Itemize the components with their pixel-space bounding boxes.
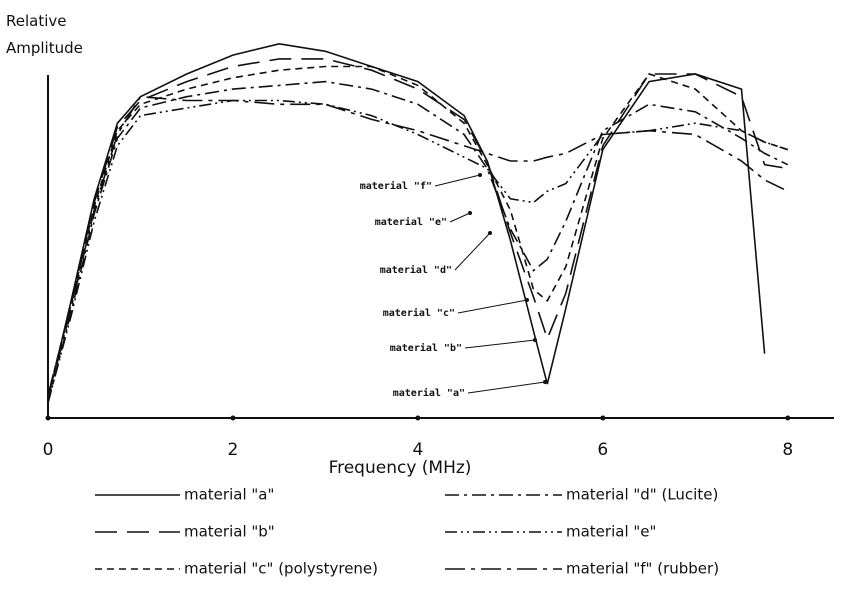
x-tick-label: 8 bbox=[782, 440, 793, 460]
annotation-pointer bbox=[449, 212, 471, 223]
series-line bbox=[47, 80, 789, 404]
annotation-pointer bbox=[467, 381, 546, 394]
annotation: material "b" bbox=[390, 342, 462, 354]
x-tick-label: 2 bbox=[228, 440, 239, 460]
tick-mark bbox=[600, 415, 606, 421]
annotation-dot bbox=[525, 298, 529, 302]
y-axis-label: Relative Amplitude bbox=[6, 12, 83, 57]
x-tick-label: 6 bbox=[597, 440, 608, 460]
annotation-pointer bbox=[454, 232, 491, 271]
annotation-pointer bbox=[434, 174, 481, 187]
annotation: material "e" bbox=[375, 216, 447, 228]
x-tick-label: 4 bbox=[412, 440, 423, 460]
annotation: material "f" bbox=[360, 180, 432, 192]
annotation-pointer bbox=[464, 339, 536, 349]
series-line bbox=[47, 65, 789, 396]
tick-mark bbox=[785, 415, 791, 421]
annotation-dot bbox=[533, 338, 537, 342]
legend-label: material "e" bbox=[566, 523, 656, 541]
annotation: material "a" bbox=[393, 387, 465, 399]
legend-label: material "a" bbox=[184, 486, 274, 504]
annotation-pointer bbox=[457, 299, 528, 314]
annotation-dot bbox=[468, 211, 472, 215]
legend-label: material "b" bbox=[184, 523, 275, 541]
annotation: material "c" bbox=[383, 307, 455, 319]
tick-mark bbox=[415, 415, 421, 421]
annotation: material "d" bbox=[380, 264, 452, 276]
series-line bbox=[47, 95, 789, 400]
tick-mark bbox=[45, 415, 51, 421]
annotation-dot bbox=[488, 231, 492, 235]
x-axis-label: Frequency (MHz) bbox=[329, 458, 472, 478]
legend-label: material "d" (Lucite) bbox=[566, 486, 718, 504]
annotation-dot bbox=[543, 380, 547, 384]
x-tick-label: 0 bbox=[43, 440, 54, 460]
annotation-dot bbox=[478, 173, 482, 177]
tick-mark bbox=[230, 415, 236, 421]
series-line bbox=[47, 42, 766, 400]
series-line bbox=[47, 99, 789, 404]
legend-label: material "f" (rubber) bbox=[566, 560, 719, 578]
legend-label: material "c" (polystyrene) bbox=[184, 560, 378, 578]
